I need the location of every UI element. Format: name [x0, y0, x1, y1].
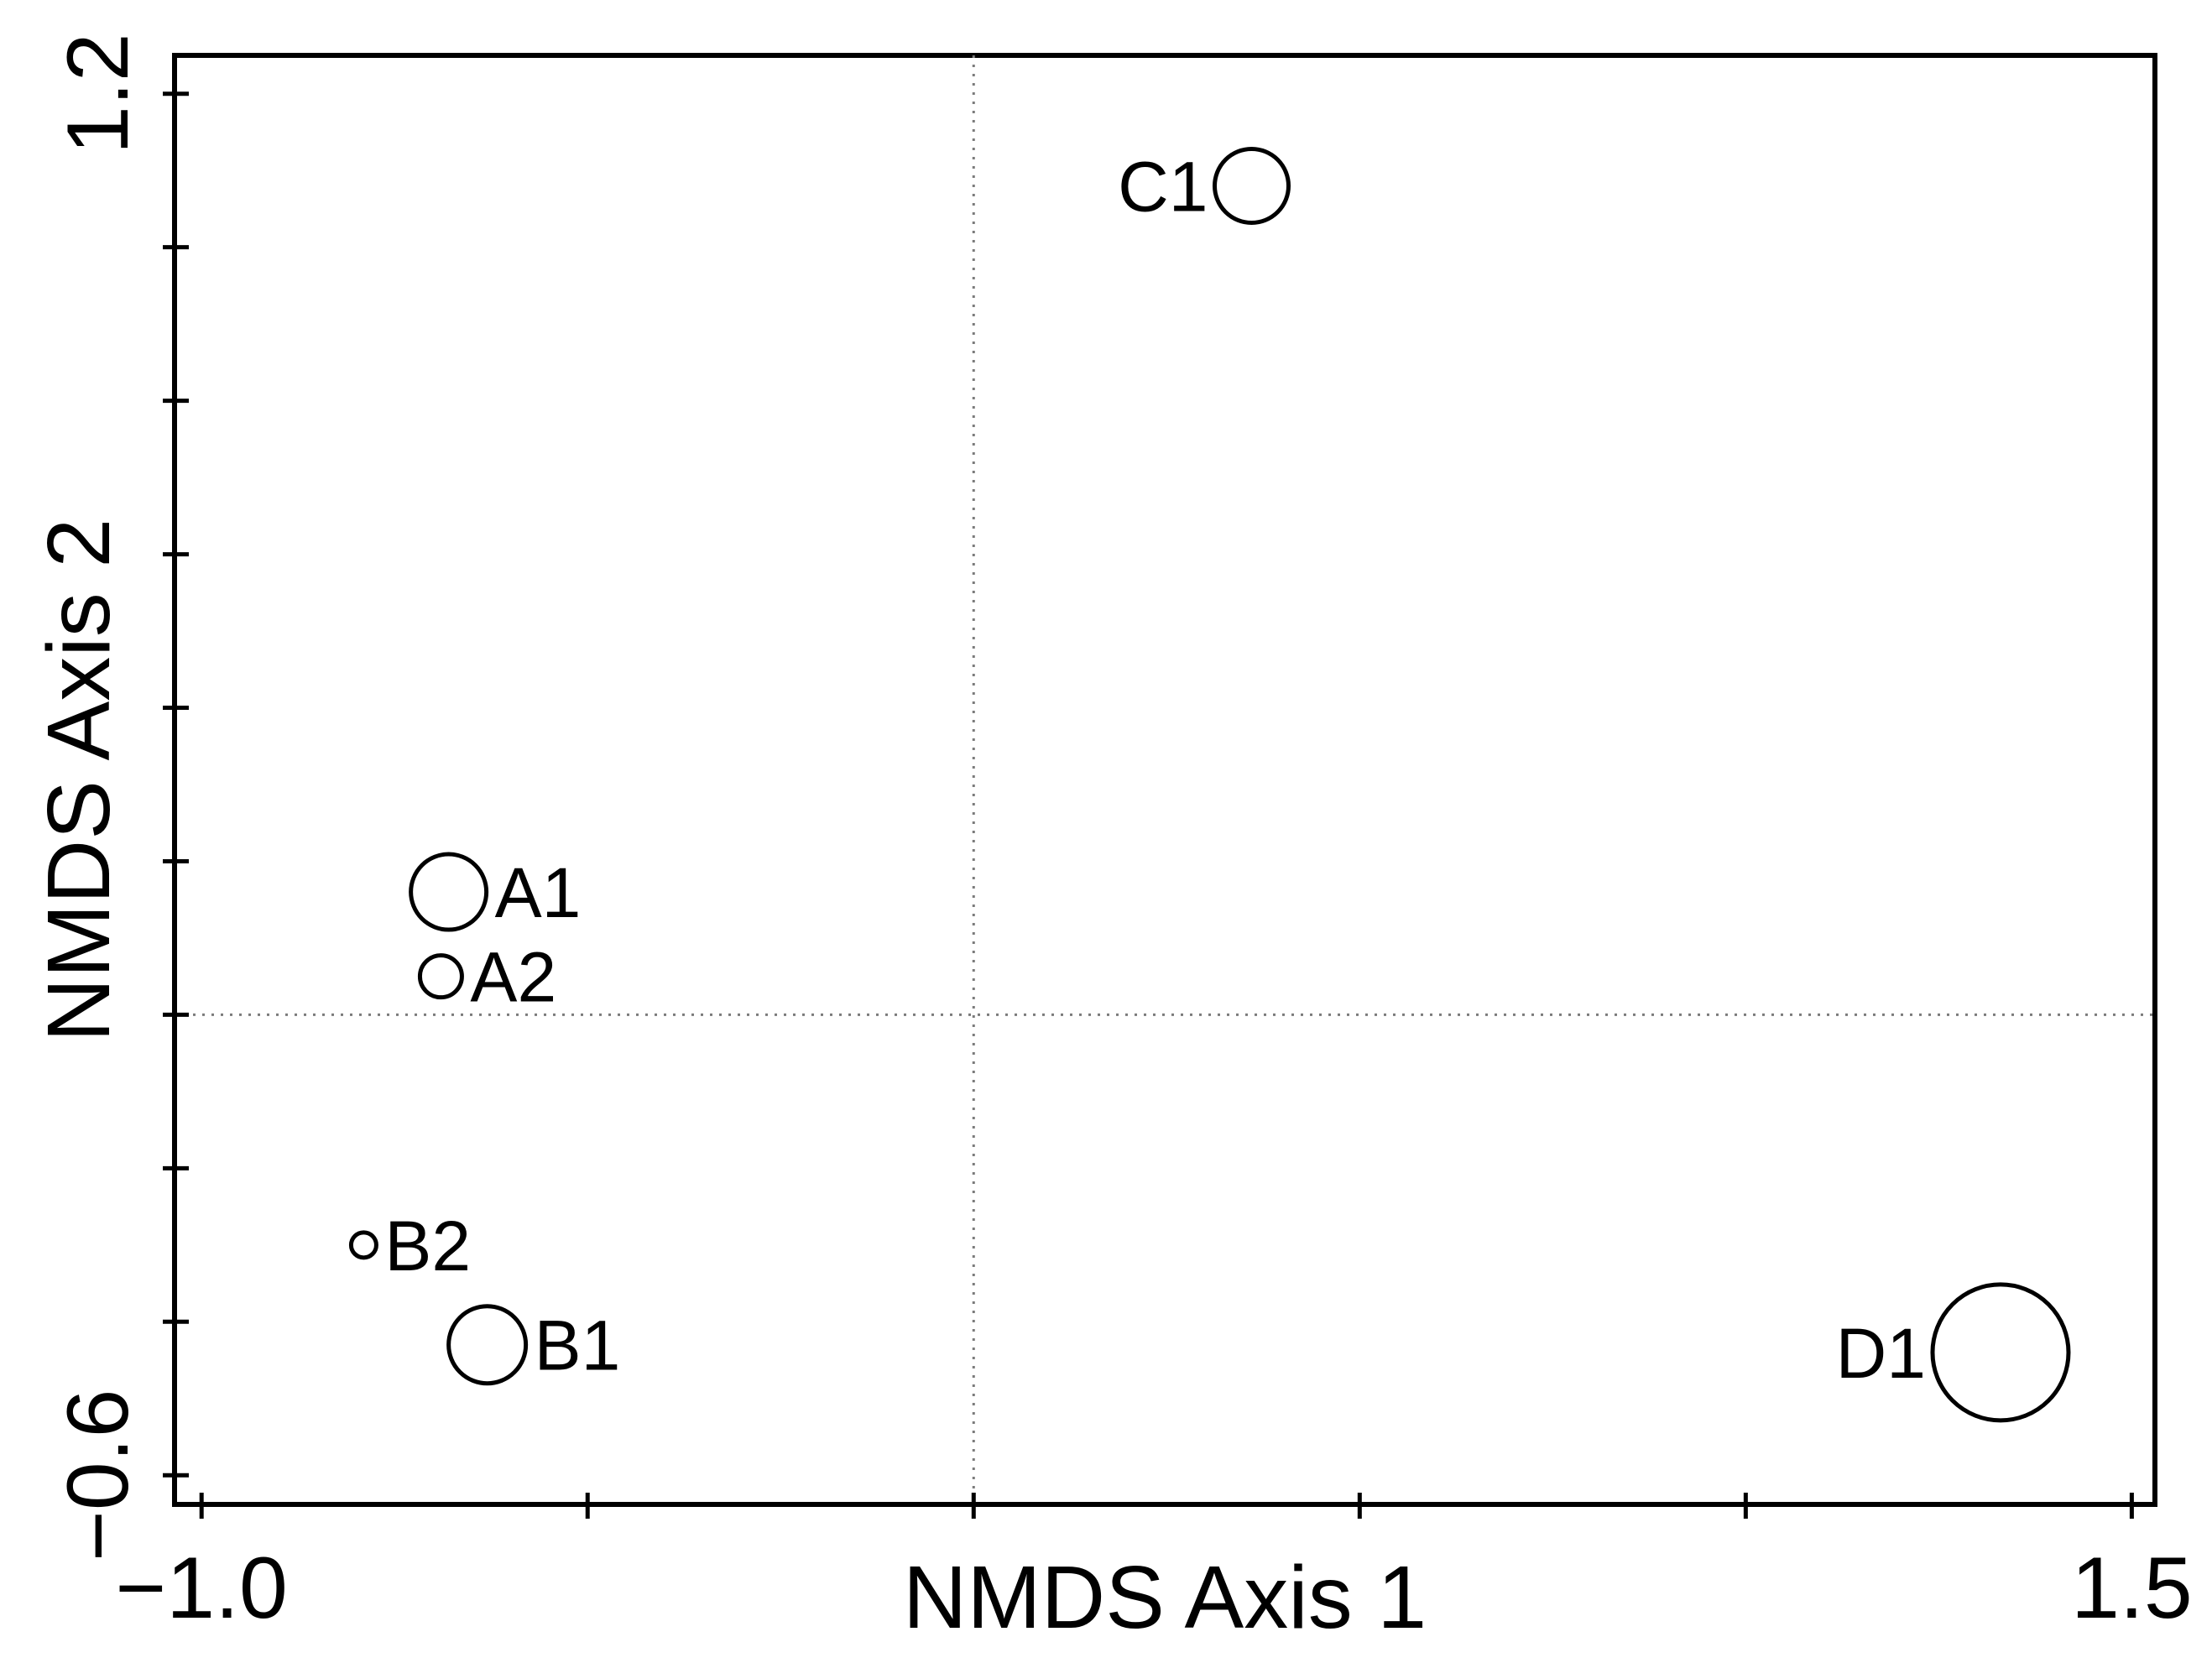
point-label-A2: A2: [470, 938, 556, 1017]
x-axis-title: NMDS Axis 1: [903, 1548, 1427, 1647]
point-marker-B1: [446, 1304, 529, 1386]
point-label-B1: B1: [535, 1306, 621, 1385]
point-marker-A1: [409, 852, 489, 932]
point-label-D1: D1: [1836, 1314, 1926, 1393]
point-marker-A2: [417, 953, 464, 1000]
point-marker-D1: [1930, 1282, 2071, 1423]
y-tick-label: −0.6: [50, 1389, 147, 1561]
x-tick-label: −1.0: [116, 1540, 288, 1637]
plot-frame: [172, 53, 2157, 1507]
x-tick-label: 1.5: [2071, 1540, 2193, 1637]
y-axis-title: NMDS Axis 2: [29, 519, 128, 1042]
point-label-C1: C1: [1118, 148, 1208, 227]
point-marker-C1: [1213, 147, 1291, 226]
point-label-B2: B2: [384, 1207, 471, 1285]
y-tick-label: 1.2: [50, 33, 147, 154]
point-label-A1: A1: [495, 853, 582, 932]
point-marker-B2: [348, 1230, 378, 1260]
